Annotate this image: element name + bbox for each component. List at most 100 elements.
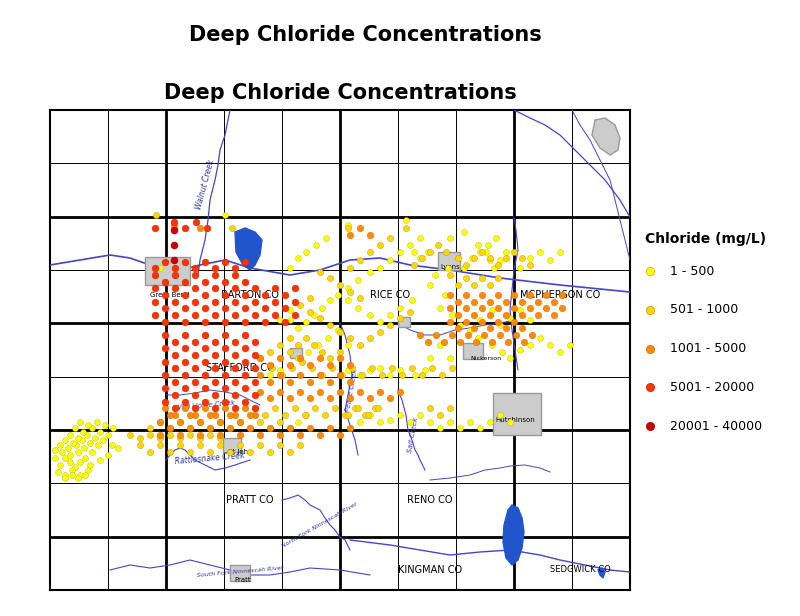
Point [86, 447, 98, 457]
Point [249, 297, 262, 307]
Point [238, 343, 251, 353]
Point [269, 310, 282, 320]
Point [190, 217, 202, 227]
Point [249, 363, 262, 373]
Point [174, 433, 186, 443]
Point [406, 363, 418, 373]
Point [168, 263, 181, 273]
Point [198, 257, 211, 267]
Point [515, 297, 528, 307]
Point [418, 365, 431, 375]
Point [163, 430, 176, 440]
Point [283, 263, 296, 273]
FancyBboxPatch shape [290, 348, 302, 358]
Text: Salt Creek: Salt Creek [407, 417, 419, 453]
Point [58, 470, 71, 480]
Point [184, 430, 197, 440]
Point [169, 363, 182, 373]
Point [149, 270, 162, 280]
Point [544, 255, 557, 265]
Point [274, 315, 286, 325]
Point [149, 263, 162, 273]
Point [363, 267, 377, 277]
Point [531, 310, 544, 320]
Point [494, 330, 506, 340]
Point [58, 473, 71, 483]
Point [283, 423, 296, 433]
Point [344, 287, 357, 297]
Point [459, 303, 472, 313]
Point [266, 363, 278, 373]
Point [189, 270, 202, 280]
Point [289, 283, 302, 293]
Point [214, 430, 226, 440]
Point [64, 450, 77, 460]
Point [394, 365, 406, 375]
Point [203, 430, 216, 440]
Point [547, 310, 560, 320]
Point [430, 330, 442, 340]
Point [258, 317, 271, 327]
Point [310, 240, 322, 250]
Point [178, 223, 191, 233]
Point [299, 333, 312, 343]
Point [106, 423, 119, 433]
Point [189, 403, 202, 413]
Point [483, 417, 496, 427]
Point [168, 240, 181, 250]
Point [178, 303, 191, 313]
Point [203, 423, 216, 433]
Point [294, 387, 306, 397]
Point [299, 317, 312, 327]
Point [163, 423, 176, 433]
Point [209, 270, 222, 280]
Point [224, 410, 237, 420]
Point [218, 257, 231, 267]
Point [234, 417, 246, 427]
Point [66, 438, 79, 448]
Point [434, 303, 446, 313]
Point [198, 397, 211, 407]
Point [238, 397, 251, 407]
Point [539, 303, 552, 313]
Point [466, 253, 478, 263]
Point [64, 430, 77, 440]
Point [443, 233, 456, 243]
Point [169, 403, 182, 413]
Point [514, 305, 526, 315]
Point [494, 255, 506, 265]
Point [238, 257, 251, 267]
Point [274, 370, 286, 380]
Point [283, 447, 296, 457]
Point [184, 410, 197, 420]
Point [229, 363, 242, 373]
Point [483, 310, 496, 320]
Point [438, 290, 451, 300]
Point [314, 430, 326, 440]
Point [429, 270, 442, 280]
Point [66, 465, 78, 475]
Point [163, 423, 176, 433]
Point [269, 297, 282, 307]
Point [467, 297, 480, 307]
Point [158, 303, 171, 313]
Point [331, 325, 344, 335]
Point [523, 290, 536, 300]
Point [459, 290, 472, 300]
Point [291, 340, 304, 350]
Point [344, 230, 357, 240]
Text: SEDGWICK CO: SEDGWICK CO [550, 565, 610, 575]
Point [342, 365, 354, 375]
Point [249, 377, 262, 387]
Point [198, 370, 211, 380]
Text: MCPHERSON CO: MCPHERSON CO [520, 290, 600, 300]
Point [209, 297, 222, 307]
Point [174, 430, 186, 440]
Point [555, 290, 568, 300]
Point [352, 275, 365, 285]
Point [534, 333, 546, 343]
Point [283, 360, 296, 370]
Point [363, 393, 377, 403]
Point [243, 447, 256, 457]
Point [323, 320, 337, 330]
